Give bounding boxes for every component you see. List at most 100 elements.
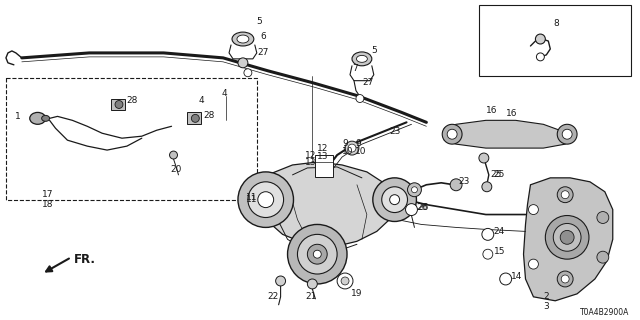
Text: 27: 27	[258, 48, 269, 57]
Circle shape	[561, 191, 569, 199]
Text: 27: 27	[362, 78, 373, 87]
Text: 17: 17	[42, 190, 53, 199]
Circle shape	[341, 277, 349, 285]
Ellipse shape	[42, 116, 49, 121]
Bar	[188, 112, 201, 124]
Circle shape	[450, 179, 462, 191]
Circle shape	[381, 187, 408, 212]
Ellipse shape	[237, 35, 249, 43]
Circle shape	[356, 94, 364, 102]
Text: 22: 22	[268, 292, 279, 301]
Text: 24: 24	[494, 227, 505, 236]
Text: 19: 19	[351, 289, 362, 298]
Text: 23: 23	[458, 177, 470, 186]
Circle shape	[191, 114, 199, 122]
Circle shape	[557, 187, 573, 203]
Bar	[316, 155, 333, 177]
Circle shape	[348, 144, 356, 152]
Text: 26: 26	[417, 203, 428, 212]
Circle shape	[561, 275, 569, 283]
Circle shape	[545, 216, 589, 259]
Text: 9: 9	[355, 139, 361, 148]
Text: 10: 10	[342, 147, 353, 156]
Ellipse shape	[29, 112, 45, 124]
Text: 26: 26	[417, 203, 429, 212]
Text: 15: 15	[494, 247, 505, 256]
Text: 3: 3	[543, 302, 549, 311]
Circle shape	[408, 183, 421, 197]
Circle shape	[115, 100, 123, 108]
Text: 16: 16	[506, 109, 517, 118]
Text: 6: 6	[260, 32, 266, 41]
Circle shape	[337, 273, 353, 289]
Text: 12: 12	[317, 144, 329, 153]
Circle shape	[248, 182, 284, 218]
Circle shape	[536, 34, 545, 44]
Text: 12: 12	[305, 150, 317, 160]
Circle shape	[562, 129, 572, 139]
Circle shape	[482, 182, 492, 192]
Circle shape	[557, 271, 573, 287]
Circle shape	[482, 228, 494, 240]
Text: 2: 2	[543, 292, 549, 301]
Circle shape	[479, 153, 489, 163]
Circle shape	[276, 276, 285, 286]
Circle shape	[307, 279, 317, 289]
Text: 5: 5	[371, 46, 376, 55]
Text: 1: 1	[15, 112, 20, 121]
Circle shape	[597, 212, 609, 223]
Circle shape	[406, 204, 417, 216]
Ellipse shape	[356, 55, 367, 62]
Polygon shape	[524, 178, 612, 301]
Circle shape	[258, 192, 274, 208]
Text: T0A4B2900A: T0A4B2900A	[580, 308, 629, 317]
Text: 5: 5	[256, 17, 262, 26]
Circle shape	[536, 53, 545, 61]
Text: 21: 21	[305, 292, 317, 301]
Bar	[479, 4, 632, 76]
Circle shape	[307, 244, 327, 264]
Circle shape	[238, 172, 294, 228]
Circle shape	[529, 259, 538, 269]
Circle shape	[373, 178, 417, 221]
Text: 18: 18	[42, 200, 53, 209]
Circle shape	[244, 69, 252, 77]
Text: 28: 28	[126, 96, 138, 105]
Text: FR.: FR.	[74, 253, 97, 266]
Circle shape	[447, 129, 457, 139]
Circle shape	[298, 234, 337, 274]
Text: 8: 8	[553, 19, 559, 28]
Circle shape	[529, 204, 538, 214]
Text: 4: 4	[221, 89, 227, 98]
Polygon shape	[444, 120, 573, 148]
Circle shape	[412, 187, 417, 193]
Text: 20: 20	[170, 165, 182, 174]
Bar	[111, 99, 125, 110]
Circle shape	[238, 58, 248, 68]
Circle shape	[560, 230, 574, 244]
Circle shape	[483, 249, 493, 259]
Circle shape	[442, 124, 462, 144]
Text: 4: 4	[198, 96, 204, 105]
Text: 25: 25	[494, 170, 505, 180]
Text: 25: 25	[491, 170, 502, 180]
Text: 7: 7	[352, 64, 358, 73]
Bar	[6, 77, 257, 200]
Text: 11: 11	[246, 195, 257, 204]
Text: 23: 23	[390, 127, 401, 136]
Polygon shape	[263, 162, 397, 247]
Text: 13: 13	[317, 152, 329, 161]
Circle shape	[287, 224, 347, 284]
Circle shape	[597, 251, 609, 263]
Circle shape	[553, 223, 581, 251]
Circle shape	[390, 195, 399, 204]
Ellipse shape	[232, 32, 254, 46]
Text: 10: 10	[355, 147, 367, 156]
Circle shape	[314, 250, 321, 258]
Circle shape	[557, 124, 577, 144]
Text: 28: 28	[204, 111, 214, 120]
Text: 16: 16	[486, 106, 497, 115]
Circle shape	[500, 273, 511, 285]
Text: 9: 9	[342, 139, 348, 148]
Text: 13: 13	[305, 158, 317, 167]
